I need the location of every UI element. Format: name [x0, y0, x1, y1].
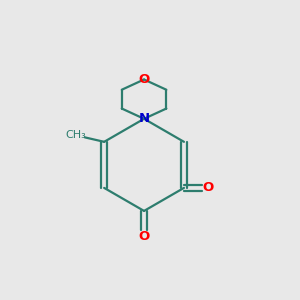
Text: O: O [138, 230, 150, 243]
Text: O: O [203, 182, 214, 194]
Text: O: O [138, 73, 150, 86]
Text: CH₃: CH₃ [65, 130, 86, 140]
Text: N: N [139, 112, 150, 125]
